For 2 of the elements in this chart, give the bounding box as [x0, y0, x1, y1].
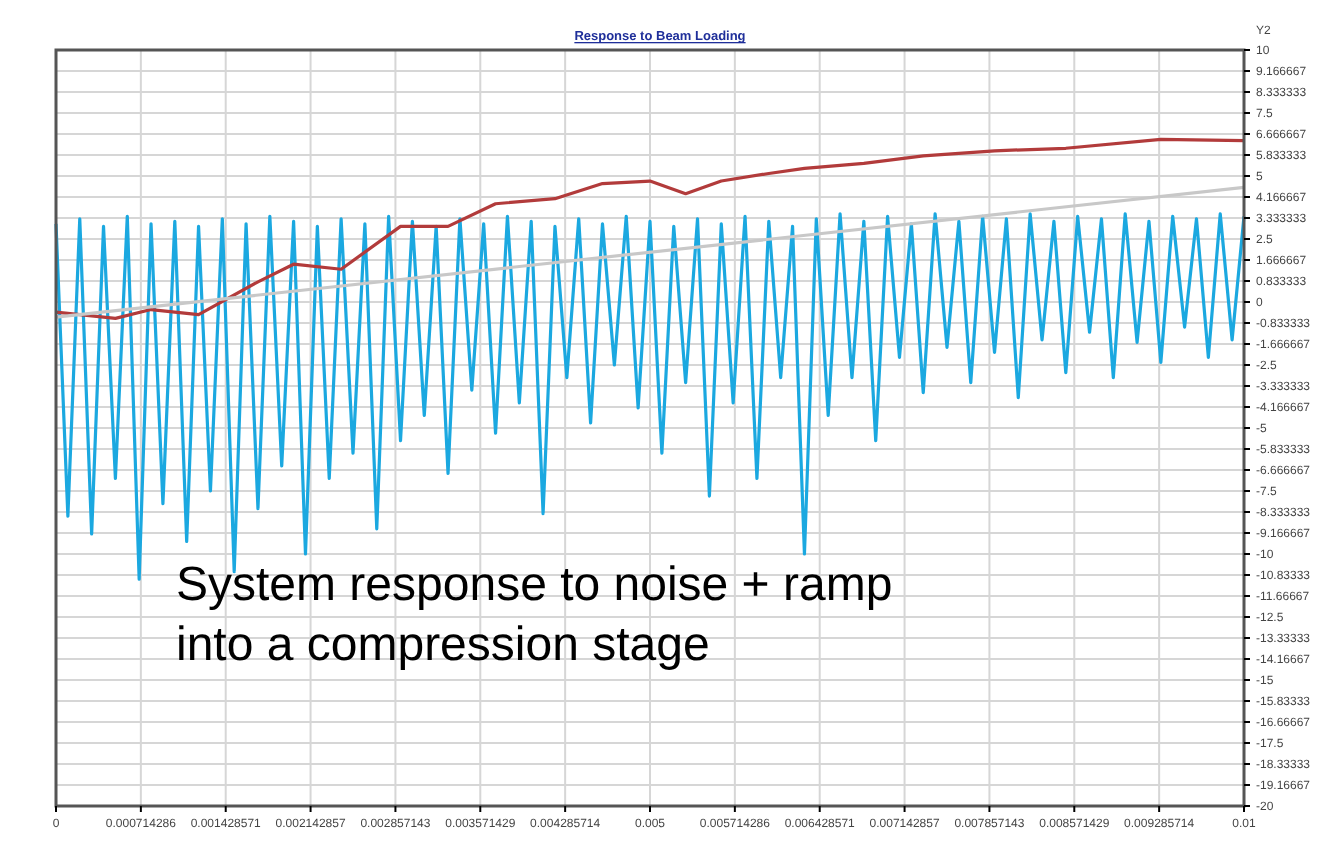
- line-series: [54, 137, 1246, 320]
- annotation: System response to noise + ramp into a compression stage: [176, 558, 893, 672]
